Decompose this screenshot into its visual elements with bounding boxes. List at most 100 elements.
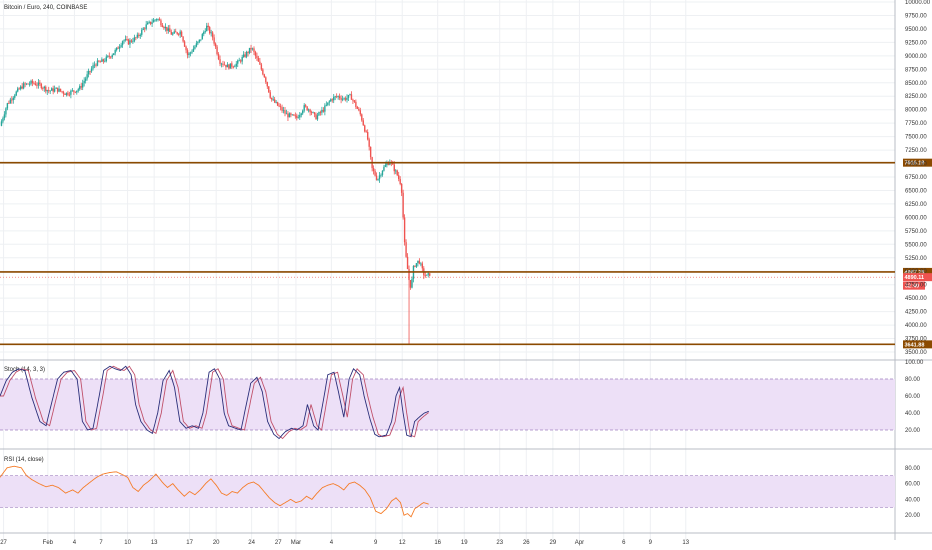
candle-body[interactable] [268,86,270,93]
candle-body[interactable] [349,94,351,96]
candle-body[interactable] [48,90,50,92]
candle-body[interactable] [71,90,74,92]
candle-body[interactable] [180,31,183,37]
candle-body[interactable] [271,97,273,100]
candle-body[interactable] [395,170,397,172]
candle-body[interactable] [148,21,150,23]
candle-body[interactable] [113,53,115,56]
candle-body[interactable] [414,265,416,267]
candle-body[interactable] [429,273,431,276]
candle-body[interactable] [254,51,257,56]
candle-body[interactable] [307,109,310,111]
candle-body[interactable] [322,109,325,112]
candle-body[interactable] [192,48,195,52]
candle-body[interactable] [138,34,140,36]
candle-body[interactable] [217,54,220,60]
candle-body[interactable] [111,55,113,58]
candle-body[interactable] [238,60,240,62]
candle-body[interactable] [123,40,125,42]
candle-body[interactable] [132,41,134,43]
candle-body[interactable] [325,104,328,106]
candle-body[interactable] [92,65,94,69]
candle-body[interactable] [28,83,31,85]
candle-body[interactable] [399,178,401,184]
candle-body[interactable] [380,174,382,176]
candle-body[interactable] [272,99,274,101]
candle-body[interactable] [124,39,127,41]
candle-body[interactable] [303,105,305,111]
candle-body[interactable] [167,28,170,31]
candle-body[interactable] [90,68,93,72]
candle-body[interactable] [46,90,48,92]
candle-body[interactable] [5,108,7,115]
candle-body[interactable] [275,102,277,103]
candle-body[interactable] [344,98,347,100]
candle-body[interactable] [346,97,348,100]
candle-body[interactable] [296,115,298,118]
candle-body[interactable] [40,83,43,89]
candle-body[interactable] [239,60,242,62]
candle-body[interactable] [145,24,147,29]
candle-body[interactable] [331,99,333,101]
candle-body[interactable] [387,163,390,165]
candle-body[interactable] [37,82,40,86]
candle-body[interactable] [27,83,29,85]
candle-body[interactable] [304,105,307,107]
candle-body[interactable] [426,274,428,276]
candle-body[interactable] [87,70,90,75]
candle-body[interactable] [253,48,255,52]
candle-body[interactable] [161,25,164,27]
candle-body[interactable] [21,86,23,89]
candle-body[interactable] [244,54,246,57]
candle-body[interactable] [135,37,137,39]
candle-body[interactable] [337,96,339,97]
candle-body[interactable] [33,82,35,84]
candle-body[interactable] [191,51,193,53]
candle-body[interactable] [393,164,395,172]
candle-body[interactable] [89,70,91,72]
candle-body[interactable] [61,91,63,92]
candle-body[interactable] [95,64,97,66]
candle-body[interactable] [260,64,263,70]
candle-body[interactable] [59,88,62,92]
candle-body[interactable] [309,109,311,113]
candle-body[interactable] [364,125,366,132]
candle-body[interactable] [229,63,232,69]
candle-body[interactable] [11,99,13,101]
candle-body[interactable] [316,115,319,120]
candle-body[interactable] [409,280,412,288]
candle-body[interactable] [110,56,112,58]
candle-body[interactable] [15,91,17,96]
candle-body[interactable] [120,45,122,47]
candle-body[interactable] [242,54,245,57]
candle-body[interactable] [396,170,398,176]
candle-body[interactable] [198,39,201,42]
candle-body[interactable] [216,46,218,55]
candle-body[interactable] [102,59,105,62]
candle-body[interactable] [302,110,304,114]
candle-body[interactable] [374,171,376,176]
candle-body[interactable] [269,92,271,98]
candle-body[interactable] [149,21,152,24]
candle-body[interactable] [186,50,189,56]
candle-body[interactable] [219,59,221,64]
candle-body[interactable] [105,56,108,61]
candle-body[interactable] [8,103,10,104]
candle-body[interactable] [290,113,292,115]
candle-body[interactable] [18,88,20,90]
candle-body[interactable] [101,59,103,62]
candle-body[interactable] [318,112,320,116]
candle-body[interactable] [189,52,192,54]
candle-body[interactable] [338,96,341,99]
candle-body[interactable] [207,25,209,28]
candle-body[interactable] [67,92,69,95]
candle-body[interactable] [188,53,190,56]
candle-body[interactable] [372,168,375,172]
candle-body[interactable] [93,64,96,66]
candle-body[interactable] [24,83,26,85]
candle-body[interactable] [58,88,60,92]
candle-body[interactable] [3,114,6,119]
candle-body[interactable] [368,139,370,147]
candle-body[interactable] [313,112,316,115]
